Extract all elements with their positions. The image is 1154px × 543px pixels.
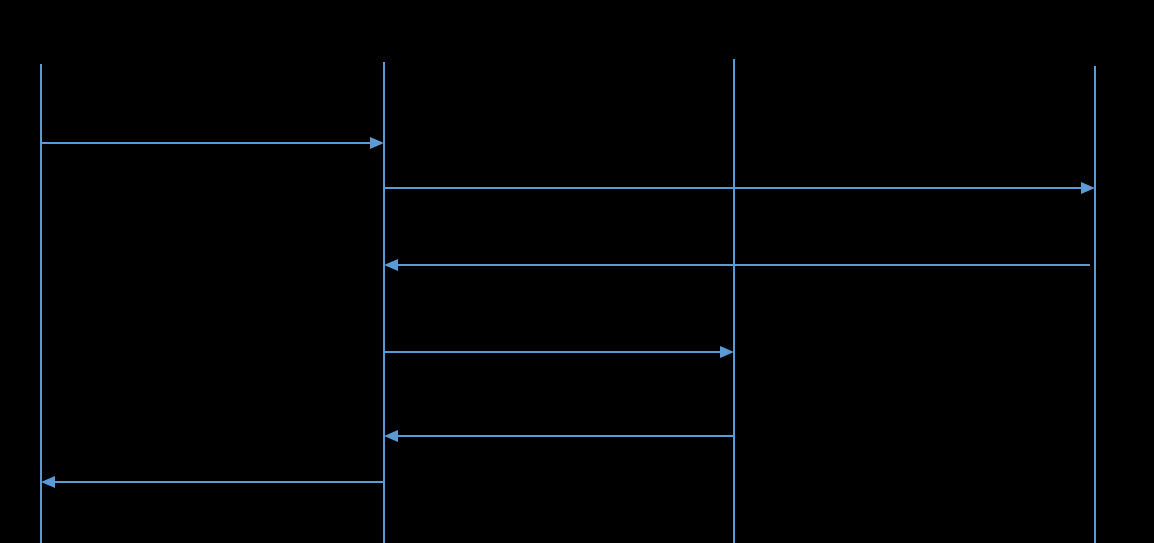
message-arrowhead-4 <box>720 346 734 358</box>
lifelines-group <box>40 59 1096 543</box>
message-arrowhead-3 <box>384 259 398 271</box>
message-arrowhead-2 <box>1081 182 1095 194</box>
message-arrowhead-6 <box>41 476 55 488</box>
message-arrowhead-5 <box>384 430 398 442</box>
message-arrowhead-1 <box>370 137 384 149</box>
messages-group <box>41 137 1095 488</box>
